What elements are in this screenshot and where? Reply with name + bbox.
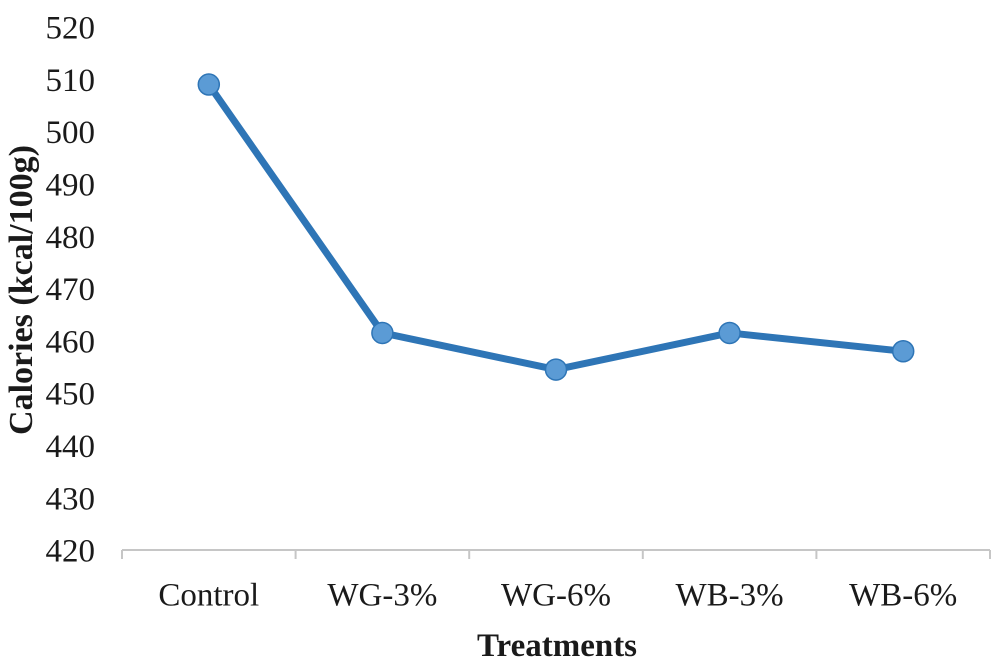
y-tick-label: 510: [46, 63, 96, 99]
y-tick-label: 520: [46, 11, 96, 47]
x-tick-label: WB-6%: [849, 578, 957, 614]
x-tick-label: Control: [158, 578, 259, 614]
y-tick-label: 440: [46, 429, 96, 465]
y-tick-label: 470: [46, 272, 96, 308]
x-tick-label: WG-3%: [327, 578, 437, 614]
x-tick-label: WG-6%: [501, 578, 611, 614]
data-point-marker: [891, 340, 915, 363]
y-tick-label: 450: [46, 377, 96, 413]
y-tick-label: 490: [46, 167, 96, 203]
data-point-marker: [197, 73, 221, 96]
y-tick-label: 460: [46, 324, 96, 360]
data-point-marker: [371, 321, 394, 345]
y-tick-label: 500: [46, 115, 96, 151]
y-axis-title: Calories (kcal/100g): [3, 145, 40, 435]
y-tick-label: 430: [46, 481, 96, 517]
y-tick-label: 420: [46, 534, 96, 570]
data-point-marker: [718, 321, 741, 345]
x-axis-title: Treatments: [476, 628, 638, 664]
y-tick-label: 480: [46, 220, 96, 256]
data-line: [205, 81, 907, 374]
data-point-marker: [544, 358, 568, 381]
x-tick-label: WB-3%: [676, 578, 784, 614]
